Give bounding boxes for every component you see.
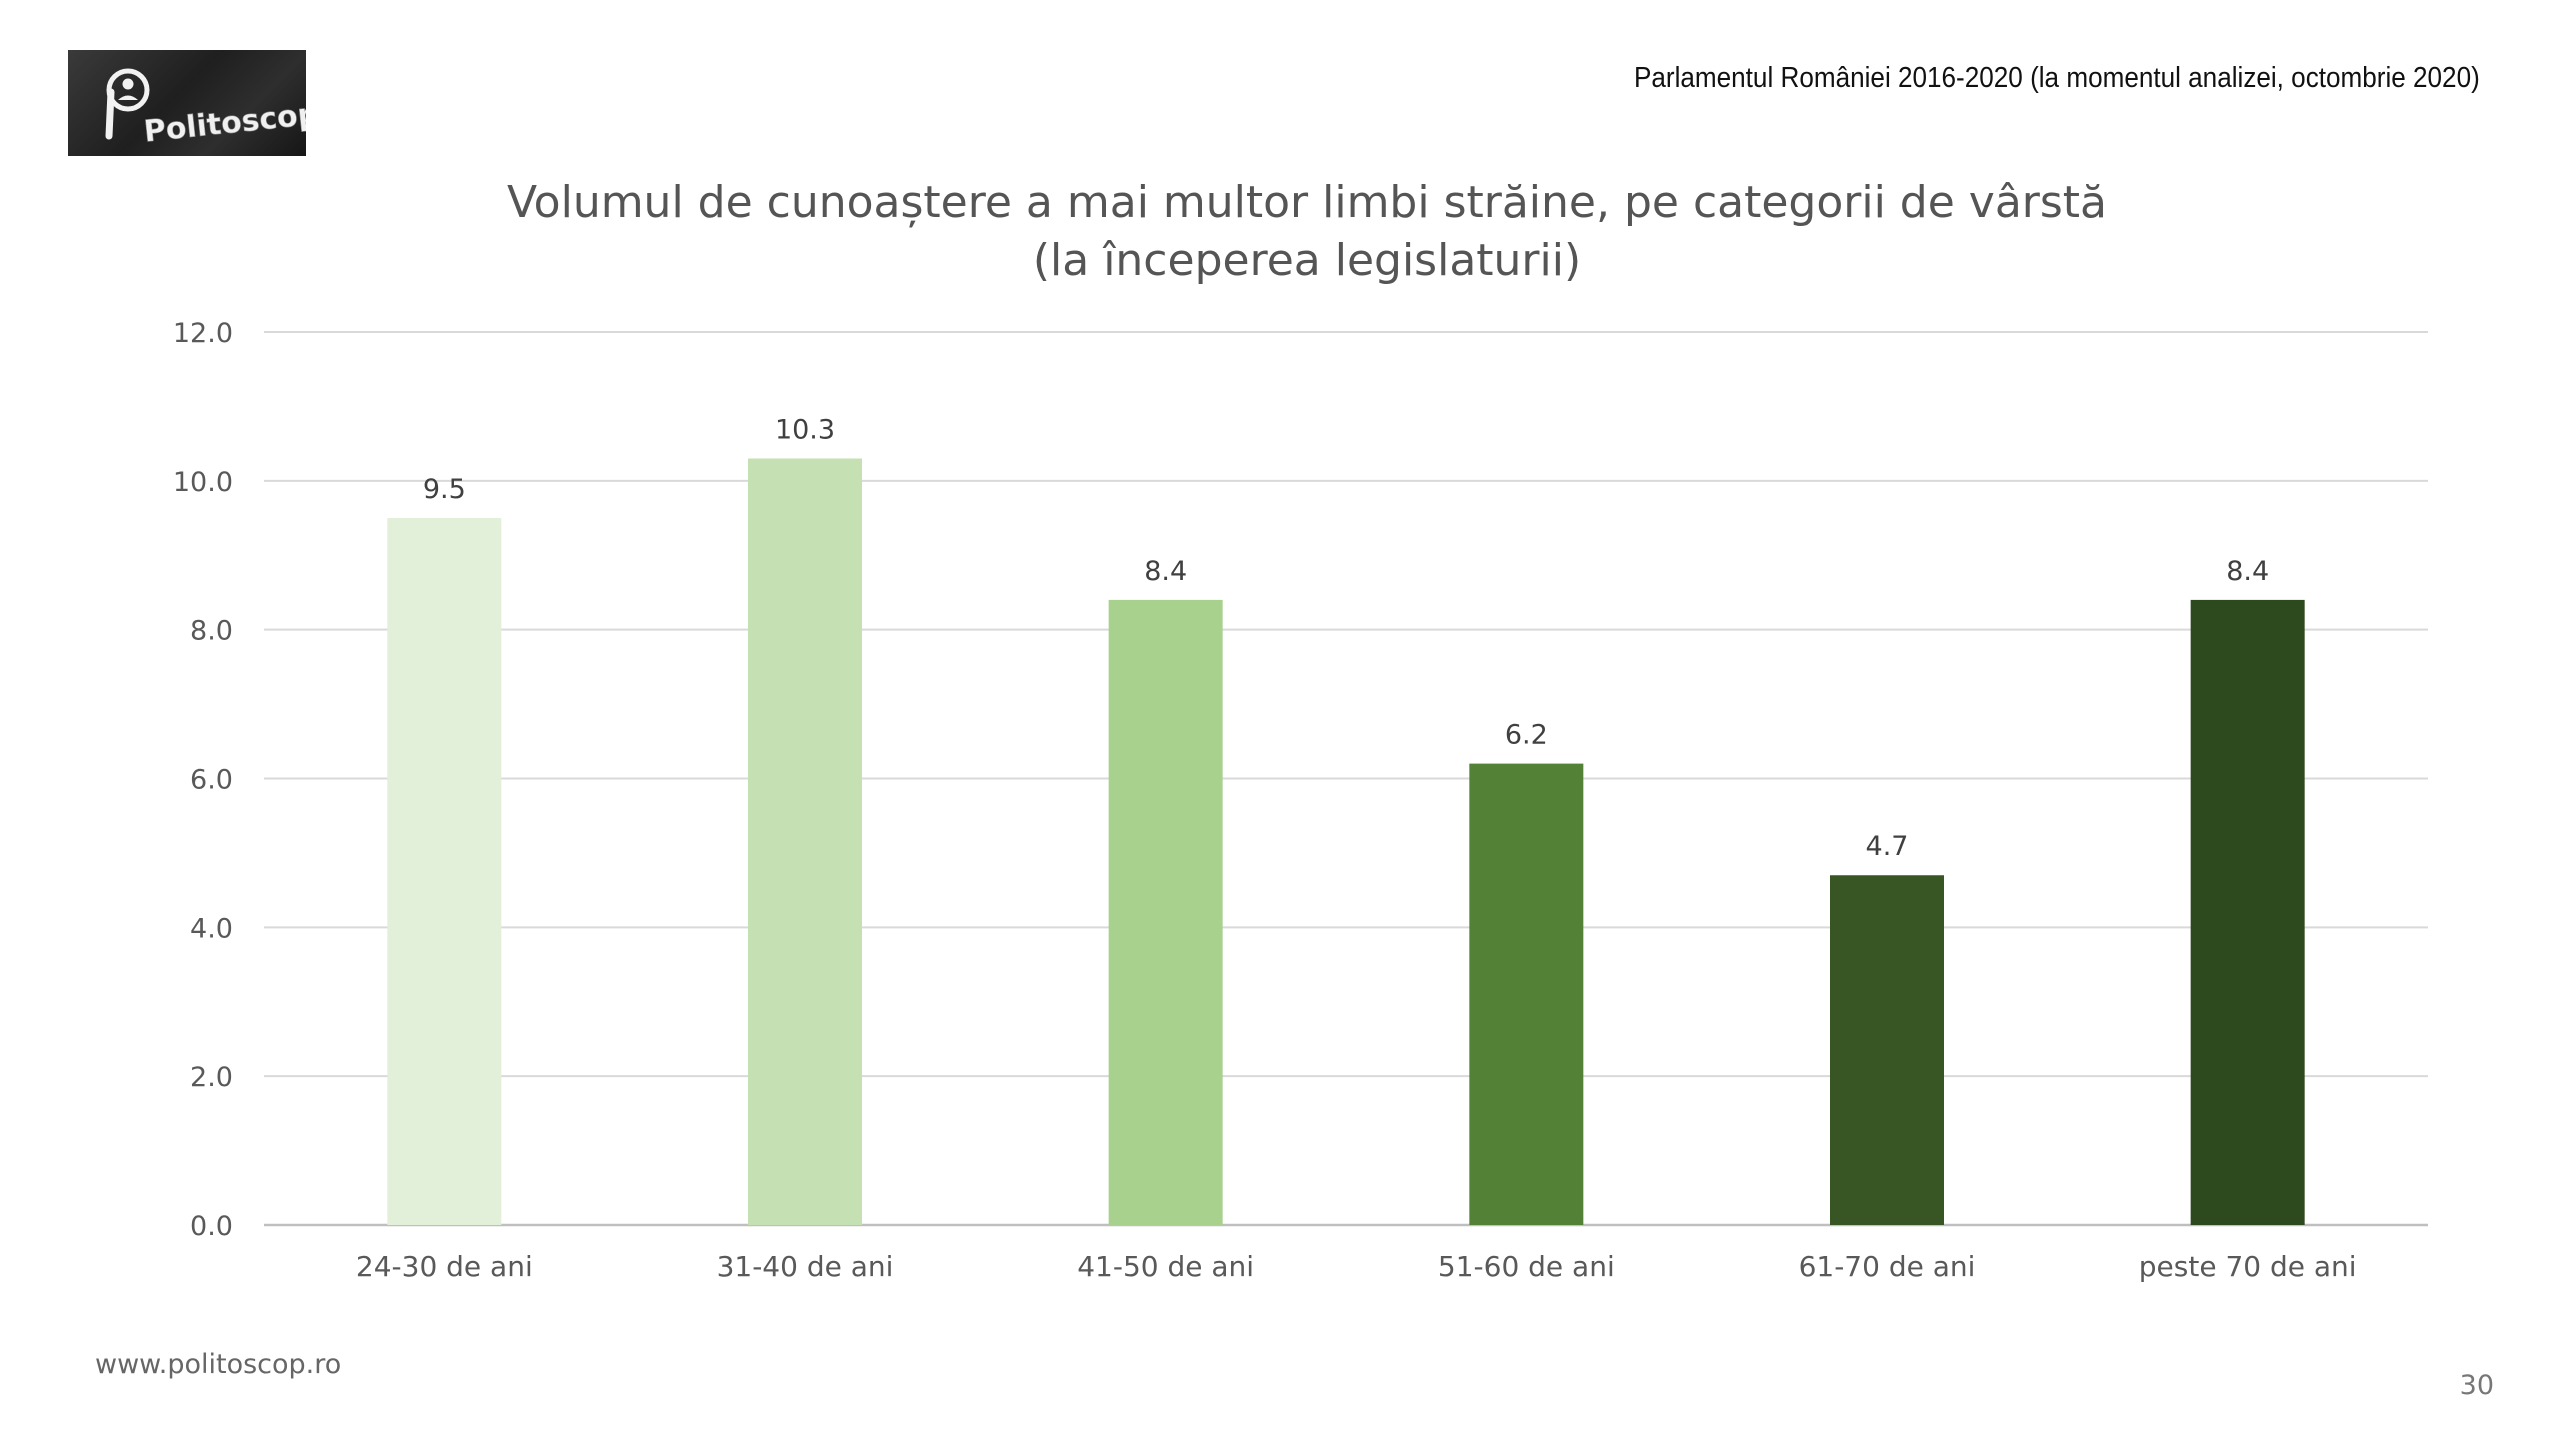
y-tick-label: 10.0 [173,467,233,498]
bar [1108,599,1223,1225]
bar [748,458,862,1226]
gridlines [264,331,2428,1227]
bar [2190,599,2305,1225]
logo-mark: Politoscop [105,68,306,150]
chart-subtitle: (la începerea legislaturii) [1032,235,1582,286]
data-label: 8.4 [1144,556,1187,587]
y-tick-label: 12.0 [173,318,233,349]
y-tick-label: 6.0 [190,765,233,796]
y-tick-label: 4.0 [190,913,233,944]
y-tick-label: 0.0 [190,1211,233,1242]
x-tick-label: 61-70 de ani [1799,1250,1976,1283]
chart-title: Volumul de cunoaștere a mai multor limbi… [506,177,2108,228]
page-number: 30 [2459,1370,2494,1401]
x-tick-label: 51-60 de ani [1438,1250,1615,1283]
footer-url[interactable]: www.politoscop.ro [95,1349,342,1380]
data-labels: 9.5 10.3 8.4 6.2 4.7 8.4 [423,415,2269,863]
data-label: 9.5 [423,474,466,505]
x-tick-label: 24-30 de ani [356,1250,533,1283]
x-tick-label: peste 70 de ani [2139,1250,2357,1283]
y-tick-label: 2.0 [190,1062,233,1093]
politoscop-logo: Politoscop [68,50,306,156]
data-label: 6.2 [1505,720,1548,751]
data-label: 10.3 [775,415,835,446]
x-tick-label: 31-40 de ani [717,1250,894,1283]
chart-title-block: Volumul de cunoaștere a mai multor limbi… [0,174,2560,290]
bar [1469,763,1584,1225]
x-tick-label: 41-50 de ani [1077,1250,1254,1283]
bar [1830,875,1944,1225]
x-axis-tick-labels: 24-30 de ani 31-40 de ani 41-50 de ani 51-6… [356,1250,2357,1283]
y-tick-label: 8.0 [190,616,233,647]
bars [387,458,2305,1226]
bar [387,518,502,1225]
data-label: 4.7 [1866,831,1909,862]
header-note: Parlamentul României 2016-2020 (la momen… [1634,62,2480,94]
data-label: 8.4 [2226,556,2269,587]
y-axis-tick-labels: 0.0 2.0 4.0 6.0 8.0 10.0 12.0 [173,318,233,1242]
